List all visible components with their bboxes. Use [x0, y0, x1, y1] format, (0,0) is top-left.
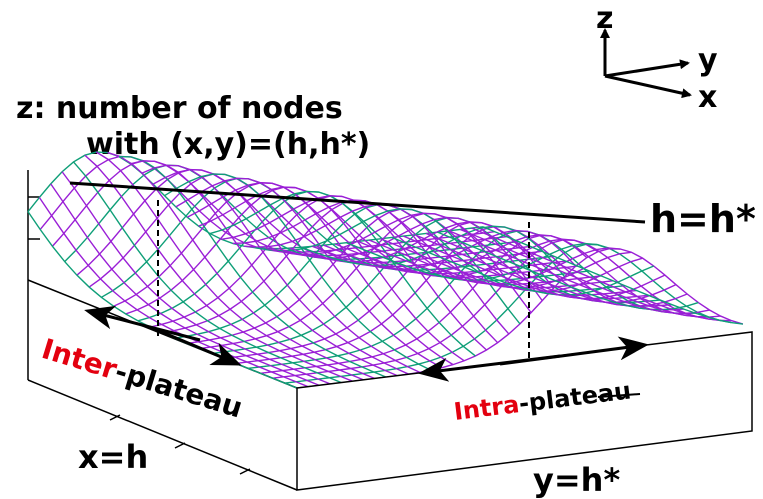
surface-mesh-line	[175, 177, 443, 369]
surface-mesh-line	[198, 186, 465, 362]
surface-mesh-line	[152, 168, 420, 373]
surface-mesh-line	[164, 173, 432, 371]
plateau-surface	[27, 151, 744, 389]
axis-z-letter: z	[596, 1, 613, 36]
surface-mesh-line	[334, 238, 599, 278]
inter-rest: -plateau	[111, 355, 246, 425]
axis-orientation-glyph: z y x	[596, 1, 718, 115]
axis-x-letter: x	[698, 80, 717, 115]
y-axis-label: y=h*	[533, 461, 620, 499]
surface-mesh-line	[437, 231, 699, 311]
inter-plateau-arrow	[84, 305, 242, 366]
surface-mesh-line	[130, 160, 398, 377]
surface-mesh-line	[61, 171, 331, 385]
surface-mesh-line	[141, 164, 409, 375]
surface-mesh-line	[346, 242, 610, 281]
surface-mesh-line	[84, 154, 354, 382]
surface-mesh-line	[107, 151, 376, 380]
surface-mesh-line	[50, 183, 320, 386]
ridge-label: h=h*	[650, 197, 756, 241]
surface-mesh-line	[300, 225, 566, 278]
intra-plateau-arrow	[418, 336, 649, 382]
surface-mesh-line	[95, 151, 365, 381]
surface-mesh-line	[38, 197, 309, 388]
surface-mesh-line	[72, 161, 342, 384]
x-axis-label: x=h	[78, 438, 148, 476]
ridge-line: h=h*	[69, 181, 756, 241]
axis-y-letter: y	[698, 43, 718, 78]
surface-mesh-line	[368, 239, 632, 289]
surface-mesh-line	[471, 227, 732, 322]
surface-mesh-line	[209, 190, 476, 357]
surface-mesh-line	[448, 230, 710, 315]
z-label-line1: z: number of nodes	[16, 91, 343, 126]
surface-mesh-line	[425, 232, 688, 307]
z-label-line2: with (x,y)=(h,h*)	[86, 127, 370, 162]
surface-mesh-line	[403, 235, 666, 300]
surface-mesh-line	[186, 182, 454, 366]
intra-leader-line	[597, 393, 641, 398]
surface-mesh-line	[118, 155, 387, 378]
surface-mesh-line	[380, 238, 643, 292]
surface-mesh-line	[482, 226, 743, 325]
inter-highlight: Inter	[38, 332, 121, 386]
surface-mesh-line	[459, 228, 721, 318]
surface-mesh-line	[232, 199, 499, 344]
surface-mesh-line	[312, 229, 577, 270]
surface-mesh-line	[323, 234, 588, 274]
